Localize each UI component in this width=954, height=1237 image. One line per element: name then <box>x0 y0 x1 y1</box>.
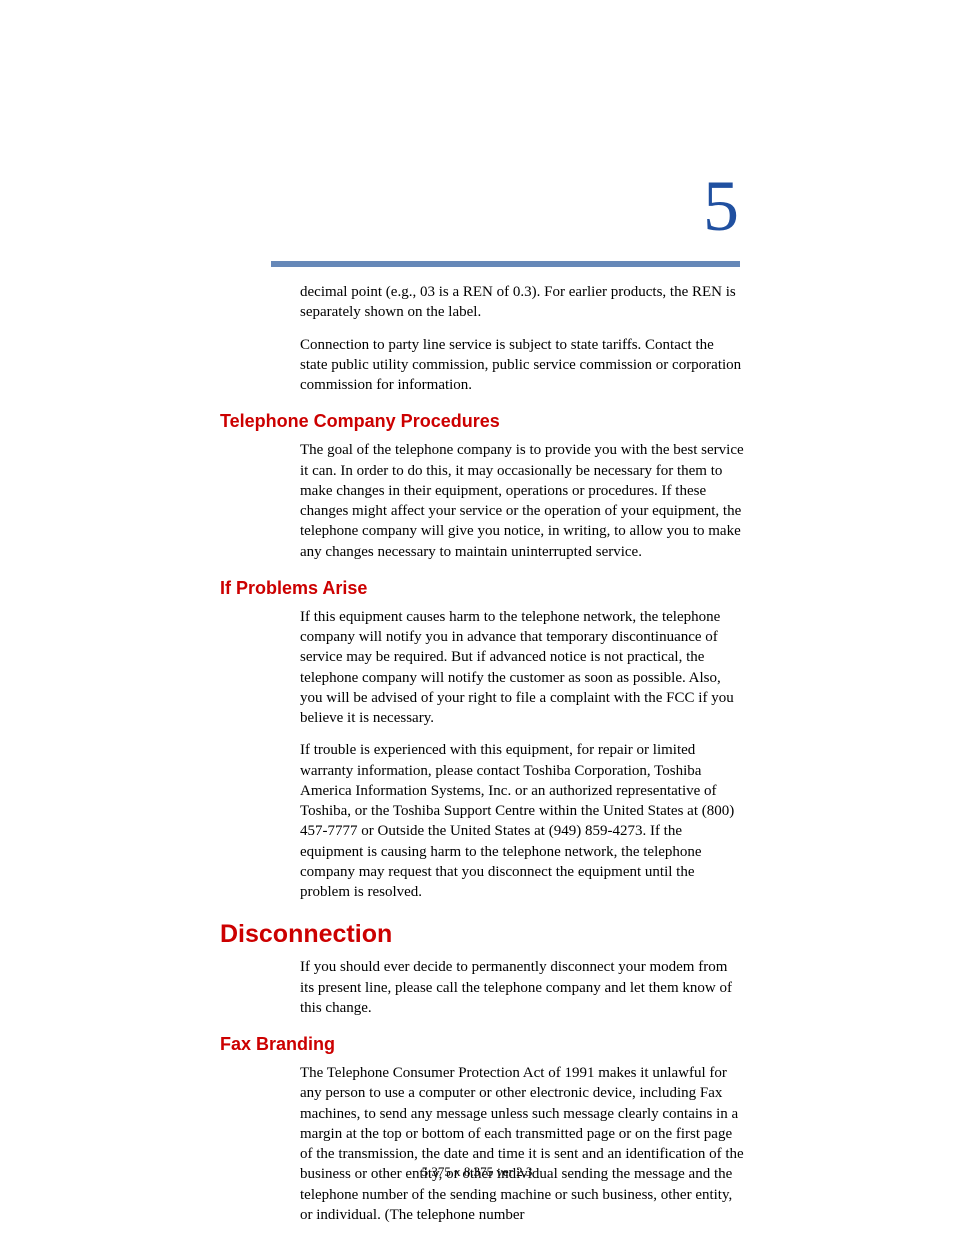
body-paragraph: Connection to party line service is subj… <box>300 335 745 396</box>
body-paragraph: If this equipment causes harm to the tel… <box>300 607 745 729</box>
page-content: decimal point (e.g., 03 is a REN of 0.3)… <box>220 282 745 1237</box>
section-heading-problems-arise: If Problems Arise <box>220 578 745 599</box>
body-paragraph: If you should ever decide to permanently… <box>300 957 745 1018</box>
section-heading-telephone-procedures: Telephone Company Procedures <box>220 411 745 432</box>
page-footer: 5.375 x 8.375 ver 2.3 <box>0 1164 954 1180</box>
chapter-number: 5 <box>703 165 739 248</box>
body-paragraph: The Telephone Consumer Protection Act of… <box>300 1063 745 1225</box>
body-paragraph: If trouble is experienced with this equi… <box>300 740 745 902</box>
body-paragraph: decimal point (e.g., 03 is a REN of 0.3)… <box>300 282 745 323</box>
section-heading-disconnection: Disconnection <box>220 920 745 949</box>
horizontal-divider <box>271 261 740 267</box>
section-heading-fax-branding: Fax Branding <box>220 1034 745 1055</box>
body-paragraph: The goal of the telephone company is to … <box>300 440 745 562</box>
